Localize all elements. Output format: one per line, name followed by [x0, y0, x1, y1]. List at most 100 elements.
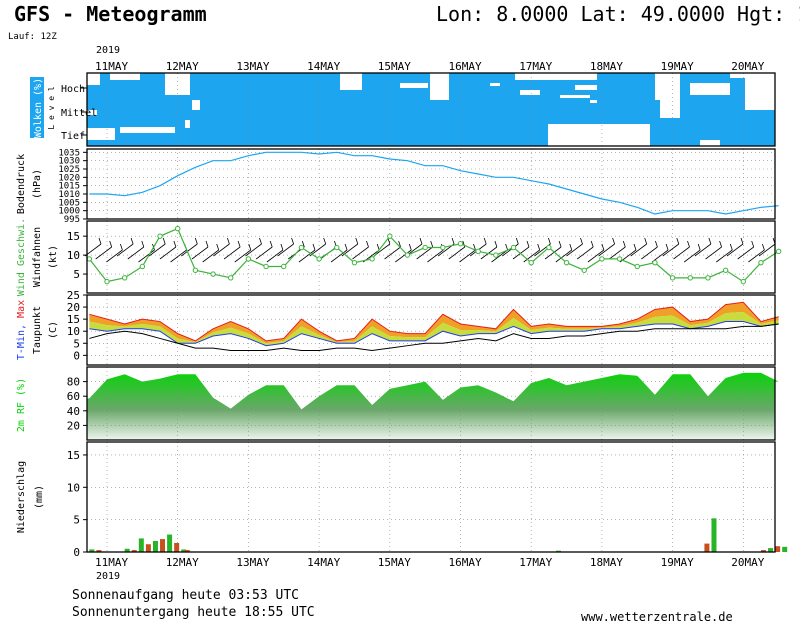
wind-barb-staff	[544, 246, 562, 260]
wind-barb-flag	[751, 240, 755, 248]
wind-barb-staff	[159, 246, 177, 260]
precip-bar	[711, 518, 717, 552]
wind-speed-point	[121, 275, 128, 281]
wind-barb-flag	[419, 237, 423, 245]
wind-barb-flag	[430, 240, 434, 248]
wind-speed-point	[404, 252, 411, 258]
wind-barb-staff	[127, 246, 145, 260]
wind-barb	[266, 243, 284, 263]
wind-barb	[737, 240, 755, 260]
year-label-bottom: 2019	[96, 571, 120, 582]
wind-speed-point	[722, 267, 729, 273]
cloud-gap	[560, 95, 590, 98]
wind-speed-point	[616, 256, 623, 262]
precip-bar	[704, 543, 710, 552]
wind-barb-flag	[451, 237, 455, 245]
precip-bar	[775, 546, 781, 552]
x-tick-label-top: 17MAY	[519, 60, 552, 73]
wind-barb-staff	[566, 243, 583, 257]
wind-barb-staff	[234, 249, 252, 263]
wind-barb	[255, 240, 273, 260]
wind-speed-point	[192, 267, 199, 273]
wind-barb-flag	[601, 243, 605, 251]
precip-tick-label: 0	[73, 546, 80, 559]
wind-barb-staff	[138, 249, 155, 263]
wind-barb	[544, 240, 562, 260]
wind-barb	[202, 243, 220, 263]
wind-barb	[523, 243, 541, 263]
wind-barb-flag	[237, 240, 241, 248]
wind-barb	[181, 237, 198, 257]
cloud-gap	[548, 124, 650, 146]
wind-barb-flag	[612, 237, 615, 245]
wind-barb-flag	[708, 237, 712, 245]
wind-barb	[651, 243, 669, 263]
wind-barb-flag	[494, 240, 498, 248]
wind-barb-staff	[662, 243, 680, 257]
wind-speed-point	[139, 263, 146, 270]
wind-barb-flag	[173, 240, 177, 248]
wind-barb-staff	[395, 249, 412, 263]
wind-barb	[245, 237, 262, 257]
wind-barb	[106, 243, 123, 263]
precip-bar	[181, 549, 187, 552]
wind-barb-staff	[694, 243, 712, 257]
x-tick-label-top: 12MAY	[166, 60, 199, 73]
wind-barb-flag	[312, 243, 316, 251]
wind-barb-staff	[641, 246, 658, 260]
wind-barb-staff	[512, 246, 530, 260]
x-tick-label-bottom: 17MAY	[519, 556, 552, 569]
wind-speed-point	[740, 278, 746, 285]
wind-barb	[330, 243, 348, 263]
temp-tick-label: 0	[73, 349, 80, 362]
cloud-gap	[87, 128, 115, 140]
wind-barb-flag	[740, 237, 744, 245]
dewpoint-ylabel: Taupunkt	[32, 306, 43, 354]
wind-barb-staff	[170, 249, 187, 263]
precip-panel-frame	[86, 441, 776, 553]
wind-speed-point	[298, 244, 305, 251]
wind-barb	[191, 240, 209, 260]
x-tick-label-top: 13MAY	[236, 60, 269, 73]
precip-tick-label: 10	[67, 481, 80, 494]
wind-barb-flag	[655, 240, 658, 248]
wind-barb-flag	[355, 237, 359, 245]
x-tick-label-bottom: 16MAY	[449, 556, 482, 569]
wind-barb-staff	[181, 243, 198, 257]
wind-speed-point	[263, 263, 269, 270]
temp-tick-label: 25	[67, 289, 80, 302]
wind-speed-point	[175, 225, 181, 232]
wind-barb	[748, 243, 765, 263]
x-tick-label-top: 19MAY	[661, 60, 694, 73]
x-tick-label-top: 14MAY	[307, 60, 340, 73]
wind-speed-point	[581, 267, 587, 273]
tmax-ylabel-part: Max	[16, 300, 27, 318]
wind-barb	[416, 240, 434, 260]
precip-bar	[96, 550, 102, 552]
precip-bar	[160, 539, 166, 552]
level-label: Hoch	[61, 84, 85, 95]
wind-barb-staff	[277, 243, 294, 257]
cloud-gap	[400, 83, 428, 88]
wind-barb	[512, 240, 530, 260]
x-tick-label-top: 11MAY	[95, 60, 128, 73]
temp-tick-label: 15	[67, 313, 80, 326]
wind-tick-label: 5	[73, 268, 80, 281]
cloud-gap	[490, 83, 500, 86]
wind-barb	[384, 240, 401, 260]
wind-barb	[758, 237, 776, 257]
cloud-gap	[185, 120, 190, 128]
wind-barb-staff	[705, 246, 722, 260]
wind-barb-staff	[352, 246, 369, 260]
x-tick-label-bottom: 11MAY	[95, 556, 128, 569]
x-tick-label-bottom: 15MAY	[378, 556, 411, 569]
pressure-ylabel: Bodendruck	[16, 154, 27, 214]
wind-speed-point	[281, 263, 287, 270]
temp-unit-label: (C)	[48, 321, 59, 339]
wind-tick-label: 15	[67, 230, 80, 243]
temp-panel-frame	[86, 294, 776, 366]
wind-barb-flag	[687, 240, 690, 248]
wind-barb-flag	[205, 240, 209, 248]
wind-barb	[683, 243, 701, 263]
wind-barb-staff	[716, 249, 733, 263]
